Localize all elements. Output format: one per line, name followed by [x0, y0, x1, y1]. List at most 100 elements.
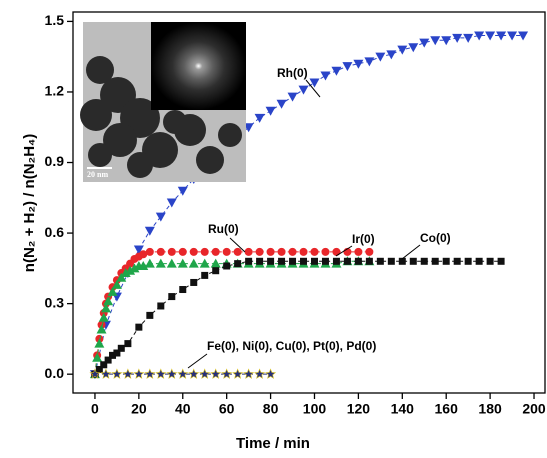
data-point	[96, 324, 107, 334]
data-point	[125, 265, 136, 275]
data-point	[255, 247, 264, 256]
series-label: Ru(0)	[208, 222, 239, 236]
data-point	[133, 368, 145, 379]
data-point	[265, 106, 276, 116]
data-point	[177, 258, 188, 268]
data-point	[420, 257, 428, 265]
data-point	[212, 267, 220, 275]
data-point	[354, 257, 362, 265]
data-point	[200, 247, 209, 256]
data-point	[243, 368, 255, 379]
data-point	[320, 71, 331, 81]
data-point	[166, 258, 177, 268]
plot-area: 0 20 40 60 80 100 120 140 160 180 200 0.0 0.3 0.6 0.9 1…	[45, 11, 546, 417]
data-point	[287, 92, 298, 102]
data-point	[113, 349, 121, 357]
data-point	[408, 43, 419, 53]
data-point	[92, 352, 103, 362]
series-line	[94, 260, 370, 375]
data-point	[310, 257, 318, 265]
data-point	[441, 36, 452, 46]
leader-line	[187, 353, 208, 369]
data-point	[188, 368, 200, 379]
x-tick-label: 60	[219, 401, 235, 417]
data-point	[309, 78, 320, 88]
data-point	[138, 261, 149, 270]
data-point	[375, 52, 386, 62]
y-tick-label: 0.3	[45, 294, 65, 310]
series-label: Rh(0)	[277, 66, 308, 80]
particles	[80, 56, 242, 178]
leader-line	[335, 245, 353, 257]
data-point	[474, 31, 485, 41]
data-point	[464, 257, 472, 265]
y-tick-label: 0.9	[45, 153, 65, 169]
data-point	[397, 45, 408, 55]
data-point	[289, 257, 297, 265]
data-point	[278, 257, 286, 265]
data-point	[453, 257, 461, 265]
data-point	[354, 247, 363, 256]
x-tick-label: 0	[91, 401, 99, 417]
data-point	[485, 31, 496, 41]
data-point	[104, 356, 112, 364]
data-point	[135, 323, 143, 331]
data-point	[332, 247, 341, 256]
y-tick-label: 1.5	[45, 12, 65, 28]
x-tick-label: 20	[131, 401, 147, 417]
data-point	[100, 368, 112, 379]
data-point	[178, 247, 187, 256]
data-point	[234, 260, 242, 268]
x-tick-label: 180	[478, 401, 502, 417]
data-point	[277, 247, 286, 256]
data-point	[431, 257, 439, 265]
data-point	[111, 368, 123, 379]
data-point	[298, 85, 309, 95]
data-point	[321, 257, 329, 265]
data-point	[376, 257, 384, 265]
data-point	[201, 271, 209, 279]
data-point	[222, 247, 231, 256]
data-point	[256, 257, 264, 265]
data-point	[442, 257, 450, 265]
x-axis-label: Time / min	[236, 435, 310, 452]
data-point	[168, 293, 176, 301]
data-point	[144, 258, 155, 268]
data-point	[332, 257, 340, 265]
data-point	[199, 258, 210, 268]
data-point	[107, 286, 118, 296]
data-point	[266, 247, 275, 256]
data-point	[100, 361, 108, 369]
data-point	[120, 268, 131, 278]
inset-image: 20 nm	[80, 22, 246, 182]
series-label: Ir(0)	[352, 232, 375, 246]
data-point	[155, 212, 166, 222]
data-point	[95, 365, 103, 373]
data-point	[475, 257, 483, 265]
data-point	[117, 344, 125, 352]
data-point	[254, 368, 266, 379]
data-point	[299, 247, 308, 256]
data-point	[387, 257, 395, 265]
y-tick-label: 0.0	[45, 365, 65, 381]
scale-label: 20 nm	[87, 170, 108, 179]
data-point	[276, 99, 287, 109]
data-point	[223, 262, 231, 270]
data-point	[452, 33, 463, 43]
data-point	[321, 247, 330, 256]
data-point	[409, 257, 417, 265]
x-tick-label: 120	[347, 401, 371, 417]
data-point	[386, 50, 397, 60]
data-point	[267, 257, 275, 265]
data-point	[507, 31, 518, 41]
leader-line	[401, 244, 421, 260]
series-label: Co(0)	[420, 231, 451, 245]
x-tick-label: 40	[175, 401, 191, 417]
data-point	[166, 198, 177, 208]
data-point	[179, 286, 187, 294]
data-point	[365, 257, 373, 265]
data-point	[188, 258, 199, 268]
data-point	[155, 258, 166, 268]
data-point	[342, 62, 353, 72]
leader-line	[305, 79, 321, 98]
